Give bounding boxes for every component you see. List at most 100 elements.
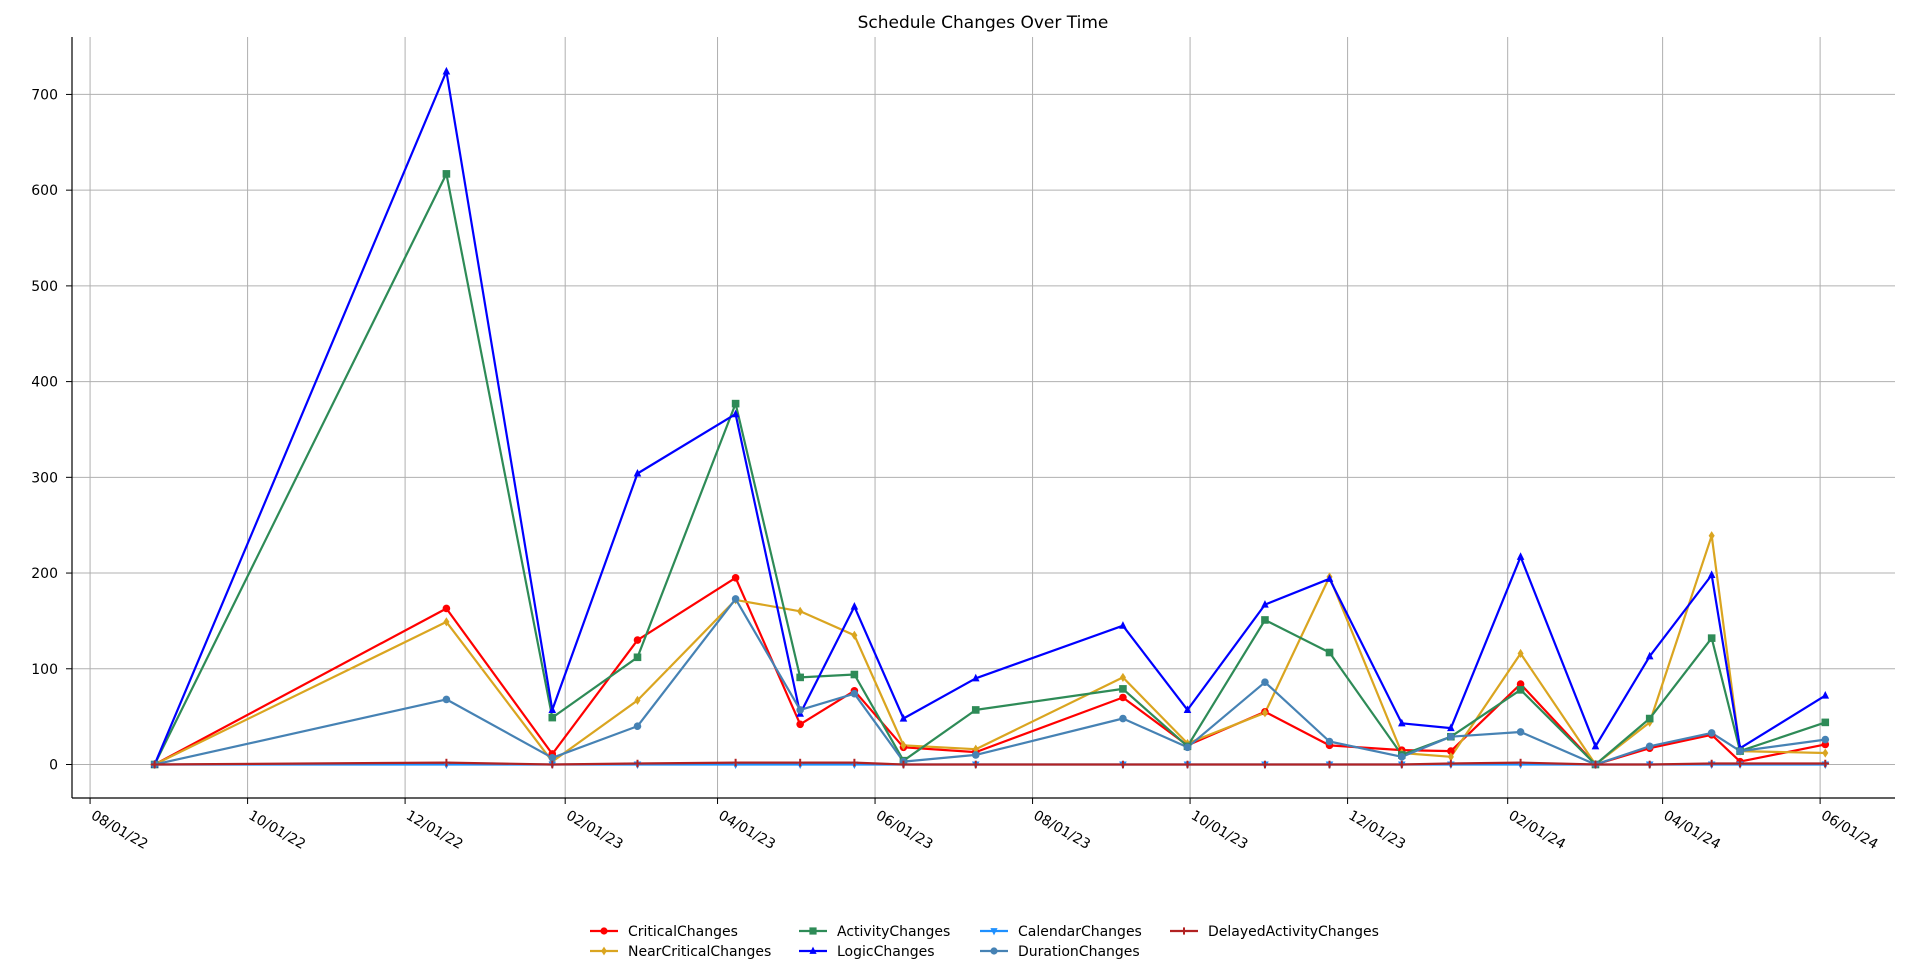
data-point-critical-changes xyxy=(442,604,451,613)
data-point-near-critical-changes xyxy=(972,744,979,754)
data-point-activity-changes xyxy=(1645,714,1654,723)
data-point-near-critical-changes xyxy=(851,630,858,640)
data-point-duration-changes xyxy=(1516,728,1525,736)
x-tick-label: 10/01/23 xyxy=(1188,808,1250,853)
data-point-activity-changes xyxy=(796,673,804,682)
x-tick-label: 08/01/22 xyxy=(88,808,150,853)
data-point-near-critical-changes xyxy=(797,606,804,616)
legend-item-calendar-changes: CalendarChanges xyxy=(980,924,1142,940)
data-point-logic-changes xyxy=(731,409,740,418)
data-point-delayed-activity-changes xyxy=(442,758,451,767)
data-point-activity-changes xyxy=(731,399,740,408)
legend-label: LogicChanges xyxy=(837,944,935,960)
data-point-near-critical-changes xyxy=(634,695,641,705)
data-point-duration-changes xyxy=(1447,732,1455,741)
data-point-critical-changes xyxy=(633,636,642,644)
data-point-duration-changes xyxy=(1119,714,1127,723)
data-point-logic-changes xyxy=(548,705,557,713)
data-point-delayed-activity-changes xyxy=(150,760,159,769)
y-tick-label: 200 xyxy=(31,566,58,582)
legend-label: CalendarChanges xyxy=(1018,924,1142,940)
grid-lines xyxy=(72,37,1895,798)
data-point-duration-changes xyxy=(850,689,859,698)
legend-label: ActivityChanges xyxy=(837,924,950,940)
legend-item-duration-changes: DurationChanges xyxy=(980,944,1140,960)
x-tick-label: 12/01/23 xyxy=(1346,808,1408,853)
x-tick-label: 02/01/23 xyxy=(563,808,625,853)
data-point-delayed-activity-changes xyxy=(1325,760,1334,769)
data-point-logic-changes xyxy=(1821,691,1830,699)
series-markers xyxy=(150,66,1830,770)
x-tick-label: 06/01/24 xyxy=(1818,808,1881,853)
data-point-delayed-activity-changes xyxy=(1516,758,1525,767)
axes xyxy=(71,37,1895,799)
y-tick-label: 0 xyxy=(49,757,58,773)
data-point-delayed-activity-changes xyxy=(633,759,642,768)
data-point-delayed-activity-changes xyxy=(1447,759,1455,768)
data-point-near-critical-changes xyxy=(1119,672,1126,682)
data-point-near-critical-changes xyxy=(1261,708,1268,718)
data-point-near-critical-changes xyxy=(1822,748,1829,758)
data-point-critical-changes xyxy=(1447,747,1455,755)
data-point-duration-changes xyxy=(1736,747,1744,755)
legend-marker xyxy=(809,946,817,954)
data-point-duration-changes xyxy=(731,595,740,603)
data-point-delayed-activity-changes xyxy=(899,760,908,769)
data-point-logic-changes xyxy=(1183,705,1192,713)
data-point-delayed-activity-changes xyxy=(1398,760,1406,769)
data-point-delayed-activity-changes xyxy=(1821,759,1830,768)
data-point-delayed-activity-changes xyxy=(1736,759,1744,768)
data-point-delayed-activity-changes xyxy=(1645,760,1654,769)
x-tick-label: 04/01/24 xyxy=(1661,808,1724,853)
data-point-duration-changes xyxy=(1261,678,1269,686)
y-tick-label: 700 xyxy=(31,87,58,103)
legend-marker xyxy=(600,927,608,935)
data-point-logic-changes xyxy=(1447,723,1455,732)
x-axis-ticks: 08/01/22 10/01/22 12/01/22 02/01/23 04/01/23… xyxy=(88,798,1881,853)
data-point-activity-changes xyxy=(1707,634,1716,642)
y-tick-label: 100 xyxy=(31,662,58,678)
data-point-duration-changes xyxy=(548,753,557,762)
data-point-duration-changes xyxy=(1707,729,1716,737)
data-point-duration-changes xyxy=(1821,735,1830,744)
data-point-critical-changes xyxy=(796,720,804,729)
data-point-delayed-activity-changes xyxy=(1261,760,1269,769)
data-point-duration-changes xyxy=(442,695,451,704)
data-point-duration-changes xyxy=(971,751,980,759)
data-point-critical-changes xyxy=(1119,693,1127,702)
data-point-logic-changes xyxy=(442,66,451,75)
data-point-logic-changes xyxy=(633,468,642,477)
data-point-duration-changes xyxy=(796,706,804,714)
data-point-activity-changes xyxy=(1821,718,1830,727)
data-point-activity-changes xyxy=(971,706,980,714)
legend-item-activity-changes: ActivityChanges xyxy=(799,924,950,940)
legend-item-near-critical-changes: NearCriticalChanges xyxy=(590,944,771,960)
data-point-logic-changes xyxy=(850,601,859,610)
legend-marker xyxy=(601,946,607,956)
legend-marker xyxy=(990,947,998,955)
legend-marker xyxy=(809,927,817,935)
legend-label: CriticalChanges xyxy=(628,924,738,940)
data-point-logic-changes xyxy=(1325,574,1334,582)
data-point-critical-changes xyxy=(1516,680,1525,688)
x-tick-label: 10/01/22 xyxy=(246,808,308,853)
legend-item-critical-changes: CriticalChanges xyxy=(590,924,738,940)
data-point-duration-changes xyxy=(1183,743,1192,752)
data-point-logic-changes xyxy=(1645,651,1654,660)
x-tick-label: 06/01/23 xyxy=(873,808,935,853)
data-point-duration-changes xyxy=(1325,737,1334,746)
data-point-near-critical-changes xyxy=(900,740,907,750)
data-point-near-critical-changes xyxy=(443,617,450,627)
legend-label: DurationChanges xyxy=(1018,944,1140,960)
legend-item-delayed-activity-changes: DelayedActivityChanges xyxy=(1170,924,1379,940)
data-point-delayed-activity-changes xyxy=(1183,760,1192,769)
x-tick-label: 08/01/23 xyxy=(1031,808,1093,853)
data-point-duration-changes xyxy=(1398,753,1406,761)
data-point-near-critical-changes xyxy=(1447,752,1454,762)
data-point-near-critical-changes xyxy=(1517,648,1524,659)
data-point-logic-changes xyxy=(1707,570,1716,579)
data-point-activity-changes xyxy=(1325,648,1334,657)
data-point-delayed-activity-changes xyxy=(1707,759,1716,768)
